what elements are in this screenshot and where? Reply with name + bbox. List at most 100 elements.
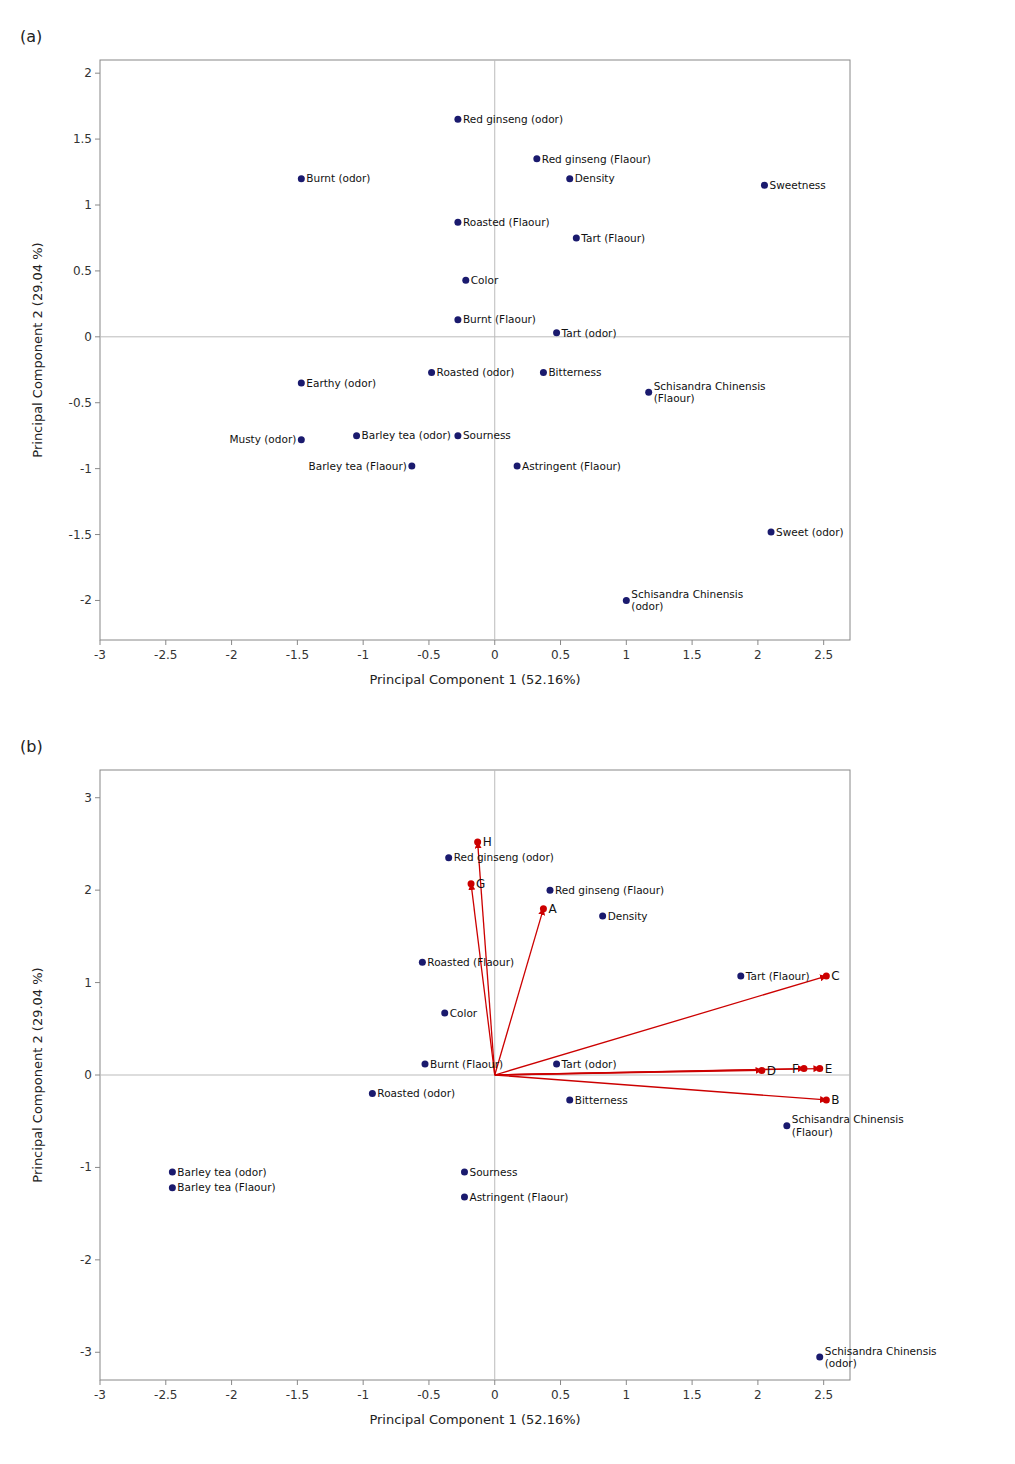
point-label: G: [476, 877, 485, 891]
point-label: Barley tea (odor): [362, 429, 451, 441]
y-tick: [95, 205, 100, 206]
attribute-point: [768, 528, 775, 535]
attribute-point: [454, 116, 461, 123]
x-tick: [363, 1380, 364, 1385]
x-tick-label: 2.5: [814, 1388, 833, 1402]
y-tick-label: -0.5: [69, 396, 92, 410]
attribute-point: [454, 432, 461, 439]
attribute-point: [573, 234, 580, 241]
y-tick-label: -1: [80, 462, 92, 476]
y-tick-label: 1.5: [73, 132, 92, 146]
chart-panel: (a)-3-2.5-2-1.5-1-0.500.511.522.5-2-1.5-…: [20, 27, 850, 687]
point-labels: Red ginseng (odor)Red ginseng (Flaour)De…: [229, 113, 843, 612]
sample-point: [468, 880, 475, 887]
point-label: Astringent (Flaour): [522, 460, 621, 472]
x-tick: [692, 1380, 693, 1385]
point-label: Tart (odor): [561, 1058, 617, 1070]
sample-point: [540, 905, 547, 912]
x-axis-title: Principal Component 1 (52.16%): [369, 1412, 580, 1427]
y-tick: [95, 982, 100, 983]
point-label: F: [792, 1062, 799, 1076]
x-tick-label: -1.5: [286, 1388, 309, 1402]
y-tick: [95, 890, 100, 891]
y-tick: [95, 336, 100, 337]
attribute-point: [441, 1010, 448, 1017]
sample-arrow: [495, 1069, 804, 1075]
sample-arrow: [495, 1070, 762, 1075]
point-label: Tart (Flaour): [745, 970, 810, 982]
y-tick: [95, 270, 100, 271]
x-tick: [100, 1380, 101, 1385]
x-tick: [297, 640, 298, 645]
attribute-point: [623, 597, 630, 604]
sample-arrow: [471, 884, 495, 1075]
panel-title: (a): [20, 27, 42, 46]
x-tick-label: -2: [226, 1388, 238, 1402]
y-tick-label: 1: [84, 976, 92, 990]
x-tick-label: 1.5: [683, 1388, 702, 1402]
attribute-point: [462, 277, 469, 284]
x-tick: [494, 640, 495, 645]
sample-point: [758, 1067, 765, 1074]
point-label: Burnt (odor): [306, 172, 370, 184]
x-tick: [626, 1380, 627, 1385]
y-tick: [95, 1167, 100, 1168]
point-label: Red ginseng (odor): [454, 851, 554, 863]
y-tick: [95, 534, 100, 535]
attribute-point: [408, 463, 415, 470]
y-tick: [95, 1352, 100, 1353]
attribute-point: [353, 432, 360, 439]
attribute-point: [553, 329, 560, 336]
x-tick: [494, 1380, 495, 1385]
point-label: E: [825, 1062, 833, 1076]
x-tick: [823, 1380, 824, 1385]
point-label: Tart (odor): [561, 327, 617, 339]
point-label: Color: [450, 1007, 478, 1019]
point-label: Schisandra Chinensis(odor): [825, 1345, 937, 1369]
x-tick: [231, 1380, 232, 1385]
x-tick: [692, 640, 693, 645]
x-tick: [560, 1380, 561, 1385]
y-tick: [95, 73, 100, 74]
sample-arrow: [495, 1075, 827, 1100]
attribute-point: [298, 175, 305, 182]
y-tick-label: -2: [80, 593, 92, 607]
attribute-point: [737, 973, 744, 980]
x-tick: [231, 640, 232, 645]
point-label: Color: [471, 274, 499, 286]
x-tick: [428, 640, 429, 645]
attribute-point: [533, 155, 540, 162]
sample-point: [816, 1065, 823, 1072]
y-tick-label: 2: [84, 883, 92, 897]
point-label: Roasted (odor): [377, 1087, 455, 1099]
point-labels: Red ginseng (odor)Red ginseng (Flaour)De…: [177, 835, 936, 1368]
point-label: H: [483, 835, 492, 849]
panel-title: (b): [20, 737, 43, 756]
attribute-point: [461, 1169, 468, 1176]
attribute-point: [422, 1060, 429, 1067]
sample-point: [823, 973, 830, 980]
plot-area: [100, 60, 850, 640]
plot-frame: [100, 770, 850, 1380]
attribute-point: [761, 182, 768, 189]
attribute-point: [298, 436, 305, 443]
x-tick-label: -1: [357, 1388, 369, 1402]
chart-panel: (b)-3-2.5-2-1.5-1-0.500.511.522.5-3-2-10…: [20, 737, 937, 1427]
y-tick: [95, 1259, 100, 1260]
x-tick-label: 2.5: [814, 648, 833, 662]
point-label: Density: [575, 172, 615, 184]
point-label: Red ginseng (Flaour): [542, 153, 651, 165]
point-label: C: [831, 969, 839, 983]
y-tick-label: -1.5: [69, 528, 92, 542]
y-tick: [95, 797, 100, 798]
point-label: Roasted (odor): [437, 366, 515, 378]
x-tick: [297, 1380, 298, 1385]
attribute-point: [454, 219, 461, 226]
x-tick: [757, 1380, 758, 1385]
point-label: Schisandra Chinensis(odor): [631, 588, 743, 612]
point-label: Sweetness: [769, 179, 825, 191]
point-label: Astringent (Flaour): [469, 1191, 568, 1203]
plot-frame: [100, 60, 850, 640]
attribute-point: [169, 1184, 176, 1191]
x-tick-label: -3: [94, 648, 106, 662]
